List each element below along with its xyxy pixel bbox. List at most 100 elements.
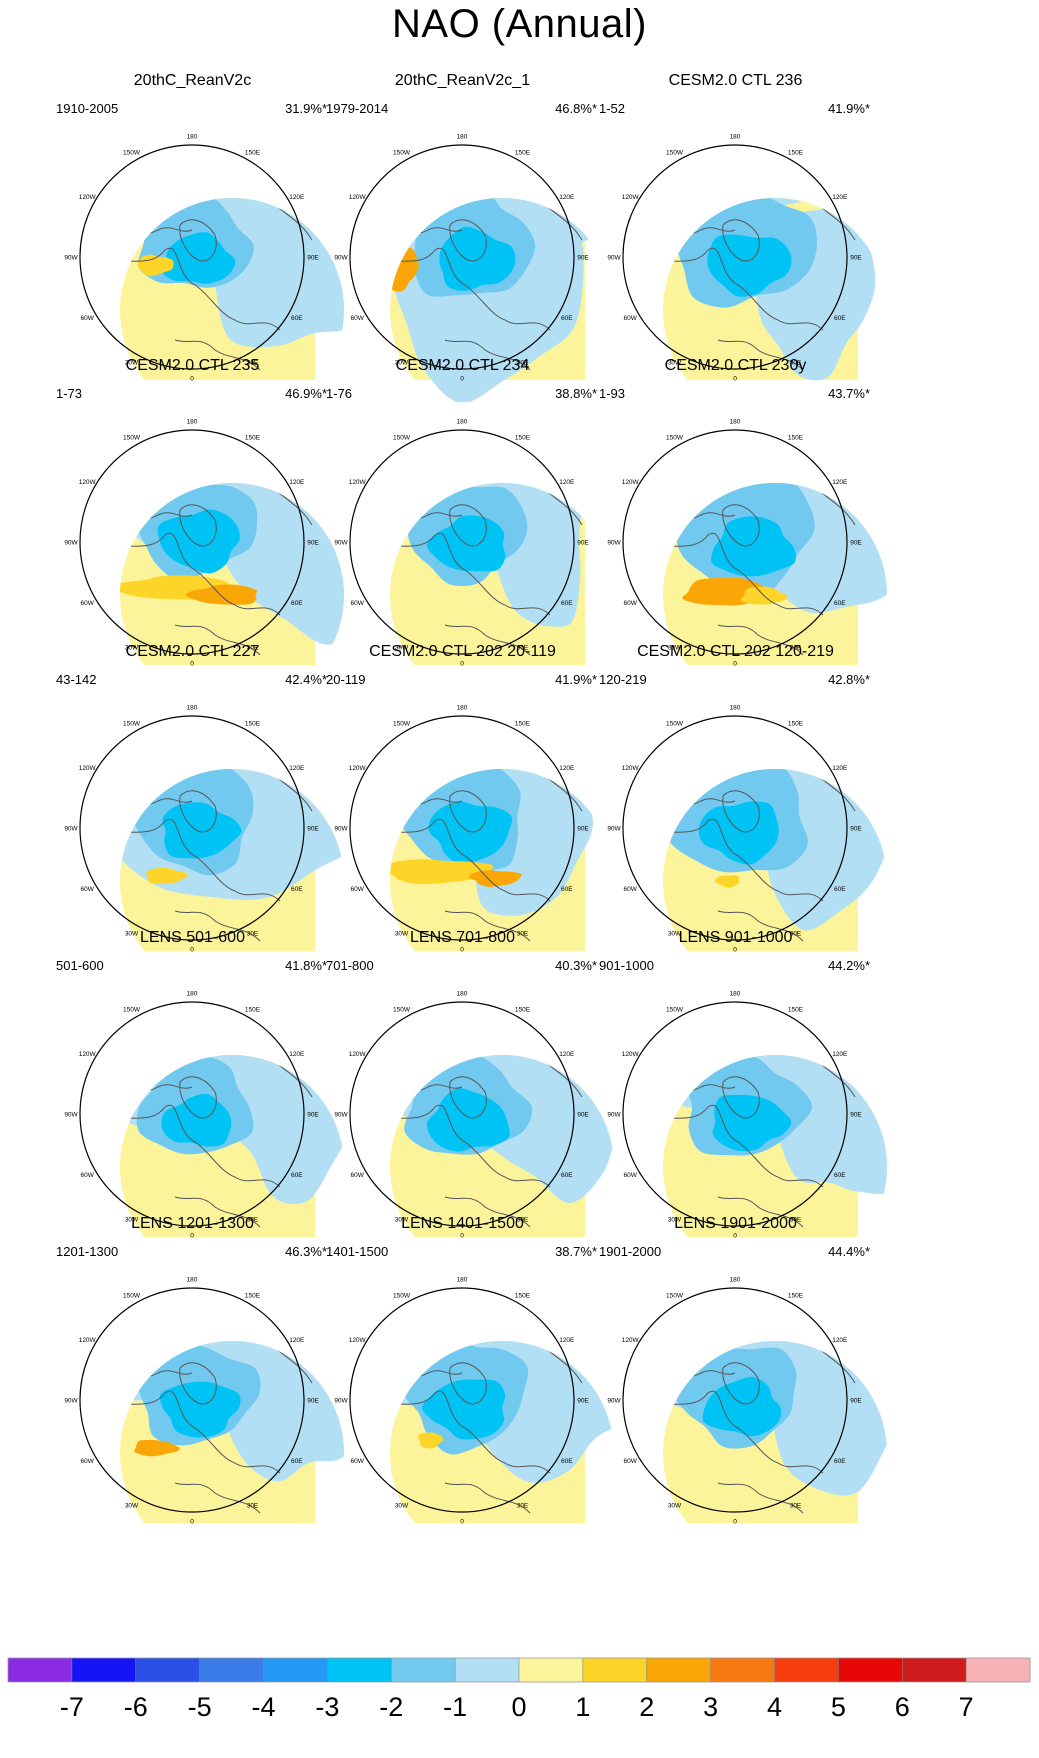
polar-map: 180 150E 120E 90E 60E 30E 0 30W 60W 90W 120W 150W (607, 134, 887, 383)
longitude-label: 60W (624, 315, 638, 322)
colorbar-bin (902, 1658, 967, 1682)
longitude-label: 90W (607, 540, 621, 547)
longitude-label: 150W (123, 1007, 141, 1014)
longitude-label: 150W (123, 150, 141, 157)
panel-title: 20thC_ReanV2c_1 (394, 72, 531, 89)
map-panel: CESM2.0 CTL 236 1-52 41.9%* 180 150E 120E 90E 6… (583, 72, 888, 402)
negative-anomaly-light (120, 769, 344, 772)
longitude-label: 60W (624, 1458, 638, 1465)
colorbar-tick-label: -2 (379, 1692, 403, 1722)
longitude-label: 150E (245, 1293, 261, 1300)
longitude-label: 30W (668, 1216, 682, 1223)
longitude-label: 0 (190, 376, 194, 383)
colorbar-tick-label: 0 (511, 1692, 526, 1722)
longitude-label: 30W (395, 1502, 409, 1509)
longitude-label: 90E (850, 1112, 862, 1119)
longitude-label: 30E (247, 930, 259, 937)
longitude-label: 30E (247, 644, 259, 651)
longitude-label: 30E (517, 359, 529, 366)
colorbar-tick-label: 4 (767, 1692, 782, 1722)
map-border (349, 715, 575, 941)
longitude-label: 90E (307, 826, 319, 833)
longitude-label: 150W (666, 435, 684, 442)
colorbar-bin (774, 1658, 839, 1682)
longitude-label: 150E (245, 721, 261, 728)
map-panel: 20thC_ReanV2c 1910-2005 31.9%* 180 150E 120E 9… (40, 72, 345, 402)
longitude-label: 90E (850, 826, 862, 833)
map-panel: LENS 501-600 501-600 41.8%* 180 150E 120E 90E 6… (40, 929, 345, 1259)
colorbar-bin (327, 1658, 392, 1682)
longitude-label: 90W (607, 1398, 621, 1405)
longitude-label: 150E (515, 435, 531, 442)
colorbar-bin (519, 1658, 584, 1682)
longitude-label: 180 (457, 991, 468, 998)
positive-anomaly (390, 859, 494, 885)
polar-map: 180 150E 120E 90E 60E 30E 0 30W 60W 90W 120W 150W (64, 419, 344, 668)
longitude-label: 0 (190, 1233, 194, 1240)
longitude-label: 120W (349, 765, 367, 772)
negative-anomaly-core (711, 516, 796, 577)
longitude-label: 180 (730, 1277, 741, 1284)
colorbar-tick-label: 6 (895, 1692, 910, 1722)
longitude-label: 120W (349, 479, 367, 486)
colorbar-bin (838, 1658, 903, 1682)
map-panel: CESM2.0 CTL 202 120-219 120-219 42.8%* 180 1… (583, 643, 888, 973)
longitude-label: 120W (349, 194, 367, 201)
longitude-label: 120E (289, 1051, 305, 1058)
panel-variance: 46.8%* (555, 101, 597, 116)
longitude-label: 30E (517, 930, 529, 937)
map-panel: LENS 1901-2000 1901-2000 44.4%* 180 150E 120E… (583, 1215, 888, 1545)
longitude-label: 180 (187, 991, 198, 998)
polar-map: 180 150E 120E 90E 60E 30E 0 30W 60W 90W 120W 150W (64, 1277, 344, 1526)
longitude-label: 150E (788, 150, 804, 157)
longitude-label: 120E (832, 194, 848, 201)
negative-anomaly-core (157, 509, 240, 574)
longitude-label: 60E (561, 886, 573, 893)
longitude-label: 150W (666, 721, 684, 728)
panel-title: CESM2.0 CTL 227 (125, 643, 260, 660)
colorbar-bin (455, 1658, 520, 1682)
longitude-label: 120E (832, 1337, 848, 1344)
negative-anomaly-core (162, 802, 242, 859)
longitude-label: 90W (607, 1112, 621, 1119)
longitude-label: 0 (190, 947, 194, 954)
panel-title: LENS 501-600 (140, 929, 245, 946)
longitude-label: 30W (125, 644, 139, 651)
longitude-label: 60E (561, 315, 573, 322)
colorbar-tick-label: -3 (315, 1692, 339, 1722)
longitude-label: 180 (187, 419, 198, 426)
colorbar-bin (582, 1658, 648, 1682)
longitude-label: 90W (64, 1398, 78, 1405)
longitude-label: 180 (730, 419, 741, 426)
longitude-label: 150W (393, 1293, 411, 1300)
longitude-label: 90W (607, 255, 621, 262)
longitude-label: 90W (64, 826, 78, 833)
longitude-label: 150W (393, 435, 411, 442)
longitude-label: 90E (577, 1112, 589, 1119)
longitude-label: 60E (561, 1172, 573, 1179)
positive-anomaly (145, 867, 188, 884)
longitude-label: 120W (622, 765, 640, 772)
colorbar-outline (7, 1657, 1031, 1683)
map-panel: LENS 901-1000 901-1000 44.2%* 180 150E 120E 90… (583, 929, 888, 1259)
longitude-label: 150E (515, 150, 531, 157)
longitude-label: 180 (457, 1277, 468, 1284)
colorbar-bin (710, 1658, 776, 1682)
longitude-label: 60E (561, 1458, 573, 1465)
longitude-label: 90W (64, 540, 78, 547)
panel-period: 1910-2005 (56, 101, 119, 116)
map-panel: CESM2.0 CTL 227 43-142 42.4%* 180 150E 120E 90… (40, 643, 345, 973)
longitude-label: 120E (832, 1051, 848, 1058)
longitude-label: 150E (515, 1007, 531, 1014)
longitude-label: 90E (307, 255, 319, 262)
longitude-label: 120E (289, 194, 305, 201)
negative-anomaly-core (426, 1088, 510, 1152)
polar-map: 180 150E 120E 90E 60E 30E 0 30W 60W 90W 120W 150W (334, 419, 599, 668)
longitude-label: 30E (247, 1502, 259, 1509)
longitude-label: 60W (351, 886, 365, 893)
longitude-label: 30E (517, 1502, 529, 1509)
map-border (79, 1001, 305, 1227)
longitude-label: 0 (460, 947, 464, 954)
colorbar-bin (646, 1658, 712, 1682)
colorbar-tick-label: 2 (639, 1692, 654, 1722)
